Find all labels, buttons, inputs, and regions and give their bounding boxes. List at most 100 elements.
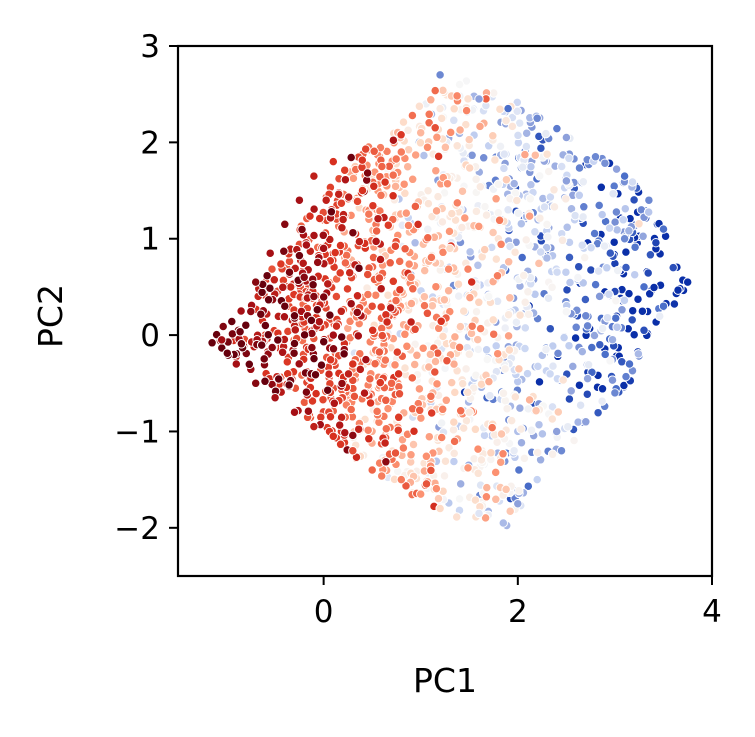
data-point [473,344,483,355]
data-point [435,70,445,80]
data-point [312,305,322,315]
data-point [594,200,604,211]
data-point [369,146,379,156]
data-point [431,166,441,176]
data-point [298,258,308,268]
data-point [581,311,591,321]
data-point [530,227,540,237]
y-tick-label: 3 [140,29,160,65]
data-point [282,357,292,367]
data-point [569,435,579,446]
data-point [488,131,498,141]
data-point [586,243,596,253]
data-point [328,330,338,340]
data-point [501,115,511,126]
data-point [410,201,421,212]
data-point [455,125,465,135]
data-point [419,292,430,302]
data-points-layer [207,70,693,531]
data-point [430,123,440,133]
data-point [369,181,379,191]
data-point [655,311,665,321]
x-axis-ticks: 0 2 4 [314,576,722,630]
data-point [365,374,375,384]
data-point [561,194,571,204]
data-point [542,149,552,159]
data-point [485,390,495,401]
data-point [544,166,554,177]
y-axis-label: PC2 [31,284,70,348]
data-point [519,453,530,464]
data-point [535,213,545,223]
data-point [545,192,556,202]
data-point [390,360,400,370]
data-point [396,474,406,485]
data-point [557,161,567,172]
data-point [480,244,490,255]
data-point [407,373,417,383]
data-point [352,291,363,301]
data-point [459,423,469,433]
data-point [643,268,653,278]
data-point [383,220,393,230]
data-point [346,404,356,415]
data-point [644,195,654,205]
data-point [438,404,448,414]
data-point [564,394,575,404]
data-point [475,323,486,334]
data-point [439,295,450,305]
data-point [515,310,525,320]
data-point [515,403,525,413]
data-point [280,301,290,311]
data-point [445,243,455,254]
data-point [541,344,551,355]
data-point [525,194,535,204]
data-point [447,377,457,388]
data-point [590,152,601,162]
data-point [415,405,425,415]
data-point [426,252,437,263]
data-point [479,153,489,163]
data-point [374,347,385,357]
data-point [624,226,634,236]
data-point [256,309,266,319]
data-point [487,422,497,433]
data-point [391,154,401,164]
data-point [595,340,605,350]
data-point [597,323,608,334]
data-point [573,417,583,427]
data-point [236,339,247,349]
data-point [433,191,443,202]
data-point [651,238,661,248]
data-point [438,331,448,342]
data-point [621,262,631,273]
data-point [423,186,433,196]
data-point [491,254,501,264]
data-point [380,355,391,365]
data-point [683,277,693,287]
data-point [589,330,600,341]
data-point [465,247,475,257]
data-point [471,174,481,184]
data-point [368,201,378,211]
data-point [403,125,413,135]
data-point [449,456,459,467]
data-point [348,375,358,386]
data-point [423,224,433,234]
data-point [639,282,649,292]
data-point [547,282,557,292]
data-point [430,367,440,377]
data-point [463,387,473,398]
data-point [556,446,567,456]
data-point [343,369,354,379]
data-point [430,85,440,96]
data-point [454,494,465,504]
data-point [437,217,448,227]
data-point [329,398,339,408]
data-point [403,162,413,172]
data-point [326,207,337,217]
data-point [484,291,494,302]
data-point [435,503,445,514]
